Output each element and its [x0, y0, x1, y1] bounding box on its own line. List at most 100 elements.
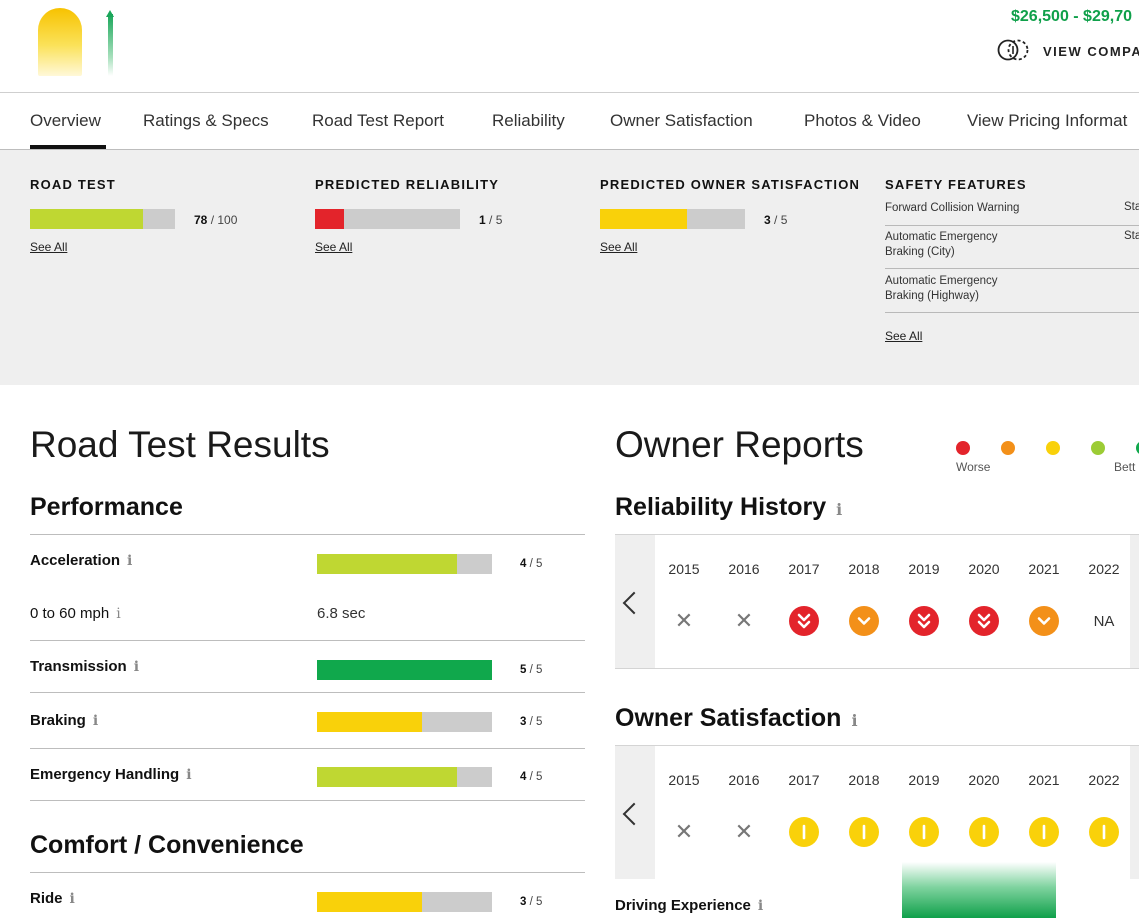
summary-band — [0, 150, 1139, 385]
no-data-icon: ✕ — [734, 819, 754, 844]
reliability-year-2019: 2019 — [908, 561, 940, 577]
satisfaction-year-2018: 2018 — [848, 772, 880, 788]
tab-view-pricing[interactable]: View Pricing Informat — [967, 111, 1128, 130]
reliability-rating-cell — [774, 606, 834, 636]
compare-icon[interactable] — [997, 39, 1029, 61]
reliability-next-area[interactable] — [1130, 535, 1139, 668]
chevron-left-icon — [622, 591, 646, 615]
info-icon[interactable]: i — [851, 711, 858, 730]
owner-satisfaction-panel: 2015 ✕ 2016 ✕ 2017 2018 2019 2020 2021 2022 — [615, 745, 1139, 879]
brand-logo-mark[interactable] — [38, 8, 82, 76]
predicted-owner-satisfaction-see-all-link[interactable]: See All — [600, 240, 638, 254]
reliability-history-panel: 2015 ✕ 2016 ✕ 2017 2018 2019 2020 2021 2022 NA — [615, 534, 1139, 669]
owner-satisfaction-heading: Owner Satisfaction i — [615, 704, 858, 732]
chevron-left-icon — [622, 802, 646, 826]
nav-top-border — [0, 92, 1139, 93]
info-icon[interactable]: i — [186, 767, 192, 783]
acceleration-bar — [317, 554, 492, 574]
info-icon[interactable]: i — [133, 659, 140, 675]
reliability-year-2022: 2022 — [1088, 561, 1120, 577]
transmission-bar-fill — [317, 660, 492, 680]
tab-owner-satisfaction[interactable]: Owner Satisfaction — [610, 111, 753, 130]
average-icon[interactable] — [1029, 817, 1059, 847]
transmission-bar — [317, 660, 492, 680]
legend-average-icon — [1046, 441, 1060, 455]
emergency-handling-label: Emergency Handling i — [30, 766, 192, 783]
info-icon[interactable]: i — [69, 891, 75, 907]
satisfaction-year-2022: 2022 — [1088, 772, 1120, 788]
average-icon[interactable] — [789, 817, 819, 847]
reliability-rating-cell — [894, 606, 954, 636]
satisfaction-year-2019: 2019 — [908, 772, 940, 788]
safety-feature-label: Automatic Emergency Braking (Highway) — [885, 275, 998, 302]
predicted-owner-satisfaction-bar-fill — [600, 209, 687, 229]
divider — [30, 748, 585, 749]
satisfaction-prev-button[interactable] — [615, 746, 655, 879]
satisfaction-next-area[interactable] — [1130, 746, 1139, 879]
no-data-icon: ✕ — [674, 819, 694, 844]
tab-photos-video[interactable]: Photos & Video — [804, 111, 921, 130]
average-icon[interactable] — [1089, 817, 1119, 847]
driving-experience-bar-fill — [902, 862, 1056, 918]
tab-road-test-report[interactable]: Road Test Report — [312, 111, 444, 130]
worse-icon[interactable] — [1029, 606, 1059, 636]
view-compare-link[interactable]: VIEW COMPA — [1043, 44, 1139, 59]
worse-icon[interactable] — [849, 606, 879, 636]
info-icon[interactable]: i — [127, 553, 133, 569]
much-worse-icon[interactable] — [909, 606, 939, 636]
road-test-bar-fill — [30, 209, 144, 229]
road-test-bar — [30, 209, 175, 229]
reliability-year-2018: 2018 — [848, 561, 880, 577]
satisfaction-rating-cell — [954, 817, 1014, 847]
predicted-reliability-score: 1 / 5 — [479, 213, 503, 227]
safety-feature-label: Automatic Emergency Braking (City) — [885, 231, 998, 258]
road-test-score: 78 / 100 — [194, 213, 238, 227]
ride-bar — [317, 892, 492, 912]
average-icon[interactable] — [849, 817, 879, 847]
ride-score: 3 / 5 — [520, 896, 543, 908]
safety-features-title: SAFETY FEATURES — [885, 177, 1027, 192]
tab-overview[interactable]: Overview — [30, 111, 101, 130]
acceleration-score: 4 / 5 — [520, 558, 543, 570]
divider — [30, 640, 585, 641]
emergency-handling-bar — [317, 767, 492, 787]
transmission-label: Transmission i — [30, 658, 140, 675]
legend-better-icon — [1136, 441, 1139, 455]
braking-bar-fill — [317, 712, 422, 732]
road-test-results-heading: Road Test Results — [30, 424, 330, 465]
much-worse-icon[interactable] — [789, 606, 819, 636]
average-icon[interactable] — [969, 817, 999, 847]
predicted-owner-satisfaction-bar — [600, 209, 745, 229]
divider — [30, 692, 585, 693]
tab-reliability[interactable]: Reliability — [492, 111, 565, 130]
safety-feature-row: Forward Collision Warning Stand — [885, 201, 1139, 226]
info-icon[interactable]: i — [116, 606, 121, 622]
satisfaction-rating-cell: ✕ — [654, 817, 714, 847]
ride-bar-fill — [317, 892, 422, 912]
safety-feature-label: Forward Collision Warning — [885, 202, 1020, 214]
tab-ratings-specs[interactable]: Ratings & Specs — [143, 111, 269, 130]
driving-experience-label: Driving Experience i — [615, 897, 764, 914]
no-data-icon: ✕ — [734, 608, 754, 633]
info-icon[interactable]: i — [92, 713, 99, 729]
legend-better-label: Bett — [1114, 460, 1136, 474]
divider — [30, 872, 585, 873]
safety-features-see-all-link[interactable]: See All — [885, 329, 923, 343]
average-icon[interactable] — [909, 817, 939, 847]
reliability-rating-cell: ✕ — [714, 606, 774, 636]
section-nav: Overview Ratings & Specs Road Test Repor… — [0, 93, 1139, 150]
predicted-reliability-see-all-link[interactable]: See All — [315, 240, 353, 254]
emergency-handling-bar-fill — [317, 767, 457, 787]
satisfaction-rating-cell — [774, 817, 834, 847]
info-icon[interactable]: i — [757, 898, 764, 914]
not-available-label: NA — [1093, 612, 1115, 630]
road-test-see-all-link[interactable]: See All — [30, 240, 68, 254]
safety-feature-row: Automatic Emergency Braking (City) Stand — [885, 230, 1139, 269]
satisfaction-rating-cell — [1014, 817, 1074, 847]
transmission-score: 5 / 5 — [520, 664, 543, 676]
info-icon[interactable]: i — [836, 500, 843, 519]
satisfaction-rating-cell — [894, 817, 954, 847]
much-worse-icon[interactable] — [969, 606, 999, 636]
reliability-prev-button[interactable] — [615, 535, 655, 668]
legend-worse-label: Worse — [956, 460, 991, 474]
